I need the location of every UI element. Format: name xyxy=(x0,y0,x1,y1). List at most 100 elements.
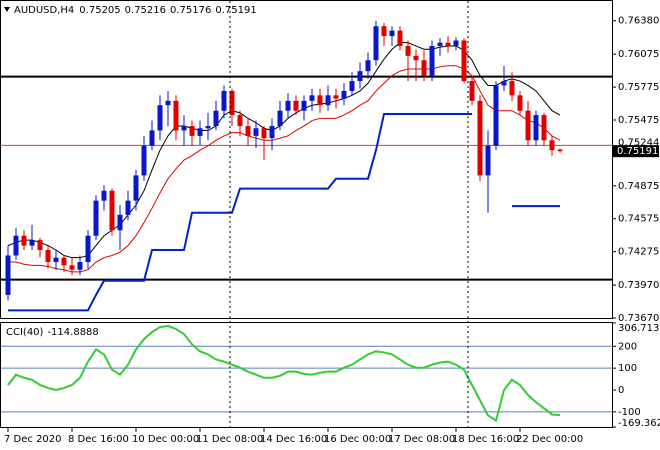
candle-body xyxy=(165,100,171,106)
candle-body xyxy=(261,128,267,139)
candle-body xyxy=(413,55,419,61)
cci-frame xyxy=(0,322,613,428)
candle-body xyxy=(333,95,339,99)
overlay-line xyxy=(7,42,561,259)
cci-tick-label: -100 xyxy=(618,407,641,418)
price-frame xyxy=(0,0,613,319)
y-tick-label: 0.74575 xyxy=(618,214,659,225)
candle-body xyxy=(125,200,131,215)
candle-body xyxy=(21,235,27,246)
y-tick-label: 0.76075 xyxy=(618,49,659,60)
candle-body xyxy=(293,100,299,111)
candle-body xyxy=(533,115,539,141)
candle-body xyxy=(397,30,403,46)
candle-body xyxy=(253,128,259,136)
y-tick-label: 0.73670 xyxy=(618,313,659,324)
x-tick-label: 8 Dec 16:00 xyxy=(68,434,129,445)
x-tick-label: 11 Dec 08:00 xyxy=(196,434,263,445)
candle-body xyxy=(93,200,99,236)
candle-body xyxy=(245,126,251,136)
symbol: AUDUSD,H4 xyxy=(14,5,74,16)
candle-body xyxy=(453,40,459,46)
overlay-line xyxy=(8,112,560,312)
candle-body xyxy=(525,110,531,141)
candle-body xyxy=(421,60,427,76)
candle-body xyxy=(141,145,147,176)
candle-body xyxy=(469,81,475,101)
candle-body xyxy=(61,257,67,266)
candle-body xyxy=(461,40,467,82)
ask-label: 0.75244 xyxy=(618,137,659,148)
candle-body xyxy=(485,145,491,176)
x-tick-label: 16 Dec 00:00 xyxy=(324,434,391,445)
candle-body xyxy=(317,95,323,106)
candle-body xyxy=(13,235,19,256)
candle-body xyxy=(493,85,499,146)
candle-body xyxy=(445,42,451,46)
candle-body xyxy=(101,190,107,201)
candle-body xyxy=(341,90,347,99)
price-label: 0.75191 xyxy=(617,146,658,157)
x-tick-label: 18 Dec 16:00 xyxy=(452,434,519,445)
candle-body xyxy=(37,240,43,250)
candle-body xyxy=(365,60,371,72)
y-tick-label: 0.74275 xyxy=(618,247,659,258)
candle-body xyxy=(221,90,227,111)
y-tick-label: 0.76380 xyxy=(618,16,659,27)
candle-body xyxy=(77,262,83,270)
candle-body xyxy=(325,95,331,106)
candle-body xyxy=(69,265,75,270)
candle-body xyxy=(133,175,139,201)
candle-body xyxy=(357,71,363,82)
close: 0.75191 xyxy=(215,5,256,16)
candle-body xyxy=(501,81,507,86)
candle-body xyxy=(437,42,443,46)
candle-body xyxy=(5,255,11,295)
x-tick-label: 7 Dec 2020 xyxy=(4,434,62,445)
candle-body xyxy=(509,81,515,96)
candle-body xyxy=(269,126,275,139)
x-tick-label: 10 Dec 00:00 xyxy=(132,434,199,445)
menu-arrow xyxy=(4,7,10,12)
candle-body xyxy=(189,126,195,136)
candle-body xyxy=(149,130,155,146)
header: AUDUSD,H4 0.75205 0.75216 0.75176 0.75191 xyxy=(14,5,257,16)
candle-body xyxy=(517,95,523,111)
x-tick-label: 17 Dec 08:00 xyxy=(388,434,455,445)
y-tick-label: 0.75775 xyxy=(618,82,659,93)
low: 0.75176 xyxy=(170,5,211,16)
price-label-bg xyxy=(613,145,659,158)
candle-body xyxy=(213,110,219,127)
cci-title: CCI(40) -114.8888 xyxy=(6,327,99,338)
candle-body xyxy=(277,110,283,127)
y-tick-label: 0.73970 xyxy=(618,280,659,291)
candle-body xyxy=(29,240,35,246)
candle-body xyxy=(197,128,203,136)
candle-body xyxy=(541,115,547,141)
y-tick-label: 0.75475 xyxy=(618,115,659,126)
cci-tick-label: 100 xyxy=(618,363,637,374)
cci-tick-label: 200 xyxy=(618,341,637,352)
candle-body xyxy=(477,100,483,176)
candle-body xyxy=(309,95,315,101)
candle-body xyxy=(181,126,187,131)
cci-value: -114.8888 xyxy=(47,327,98,338)
high: 0.75216 xyxy=(125,5,166,16)
candle-body xyxy=(349,81,355,91)
candle-body xyxy=(173,100,179,131)
price-pane: 0.76380 0.76075 0.75775 0.75475 0.74875 0.745… xyxy=(1,16,659,324)
candle-body xyxy=(381,26,387,37)
open: 0.75205 xyxy=(79,5,120,16)
candle-body xyxy=(549,140,555,151)
candle-body xyxy=(301,100,307,111)
x-tick-label: 14 Dec 16:00 xyxy=(260,434,327,445)
candle-body xyxy=(237,115,243,127)
candle-body xyxy=(205,126,211,129)
cci-tick-label: 0 xyxy=(618,385,624,396)
candle-body xyxy=(405,45,411,56)
candle-body xyxy=(85,235,91,263)
candle-body xyxy=(109,190,115,231)
